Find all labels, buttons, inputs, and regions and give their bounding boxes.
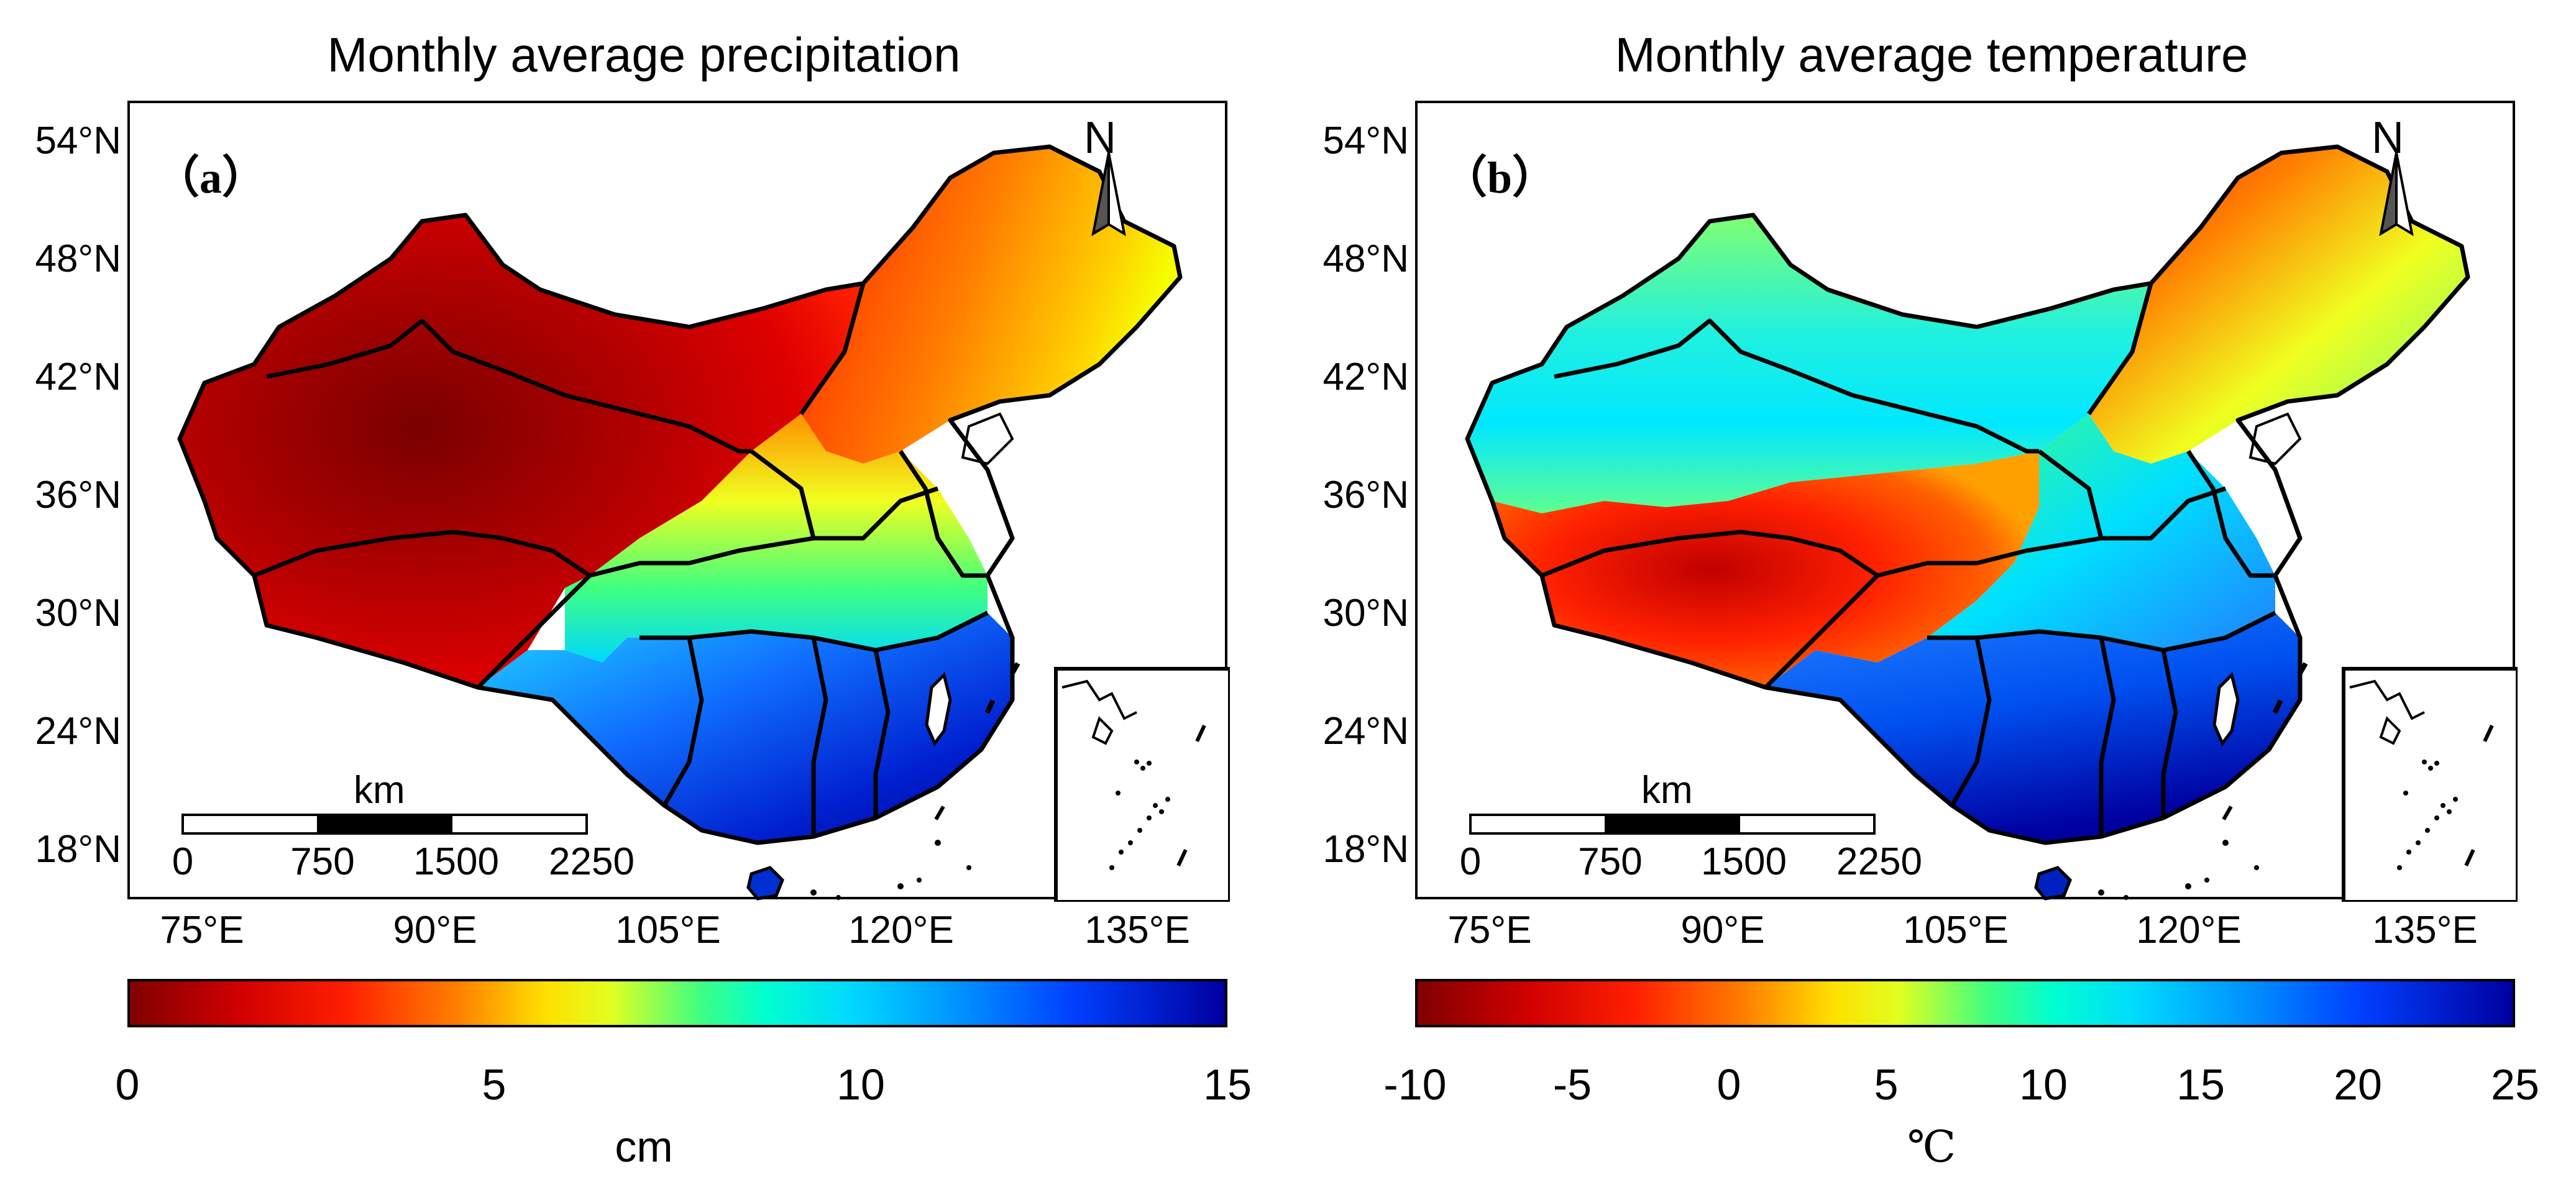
lat-tick-label: 30°N xyxy=(1322,592,1409,635)
lon-tick-label: 90°E xyxy=(393,909,477,952)
scale-tick-label: 1500 xyxy=(413,840,499,883)
lat-tick-label: 36°N xyxy=(35,474,121,516)
colorbar-tick-label: 15 xyxy=(2176,1060,2225,1109)
colorbar-tick-label: 10 xyxy=(837,1060,885,1109)
north-label: N xyxy=(2372,113,2404,163)
lat-tick-label: 30°N xyxy=(35,592,121,635)
colorbar-tick-label: 0 xyxy=(115,1060,140,1109)
lat-tick-label: 48°N xyxy=(1322,237,1409,280)
small-islands xyxy=(2098,662,2308,900)
scale-bar xyxy=(181,814,588,835)
china-precipitation-map xyxy=(177,144,1230,902)
north-arrow-icon xyxy=(2379,152,2414,237)
lon-tick-label: 135°E xyxy=(2372,909,2478,952)
map-frame: N （b） km 0 750 1500 2250 xyxy=(1415,101,2518,902)
region-tibetan-plateau xyxy=(1492,451,2039,687)
lat-tick-label: 42°N xyxy=(1322,356,1409,398)
lon-tick-label: 90°E xyxy=(1680,909,1765,952)
north-label: N xyxy=(1084,113,1116,163)
scale-unit: km xyxy=(1641,769,1693,812)
region-boundaries xyxy=(177,144,1183,845)
lat-tick-label: 24°N xyxy=(1322,710,1409,753)
panel-temperature: Monthly average temperature 54°N 48°N 42… xyxy=(1288,0,2575,1184)
region-boundaries xyxy=(1465,144,2470,845)
colorbar xyxy=(1415,979,2515,1027)
region-central xyxy=(565,414,988,663)
lat-tick-label: 18°N xyxy=(35,828,121,871)
lat-tick-label: 42°N xyxy=(35,356,121,398)
colorbar-tick-label: 5 xyxy=(1874,1060,1899,1109)
colorbar xyxy=(127,979,1227,1027)
scale-tick-label: 750 xyxy=(290,840,355,883)
region-northeast xyxy=(801,147,1180,464)
hainan-island xyxy=(2034,866,2072,901)
region-northwest xyxy=(1467,215,2151,513)
taiwan-island xyxy=(925,672,952,746)
lon-tick-label: 75°E xyxy=(160,909,244,952)
small-islands xyxy=(810,662,1020,900)
scale-bar xyxy=(1469,814,1876,835)
inset-south-china-sea xyxy=(1054,667,1230,902)
taiwan-island xyxy=(2212,672,2240,746)
lon-tick-label: 120°E xyxy=(848,909,954,952)
lat-tick-label: 54°N xyxy=(1322,119,1409,162)
scale-unit: km xyxy=(354,769,405,812)
lon-tick-label: 105°E xyxy=(615,909,721,952)
lat-tick-label: 54°N xyxy=(35,119,121,162)
region-northeast xyxy=(2089,147,2468,464)
panel-title: Monthly average temperature xyxy=(1615,27,2248,82)
scale-tick-label: 0 xyxy=(172,840,194,883)
scale-tick-label: 0 xyxy=(1459,840,1482,883)
lat-tick-label: 36°N xyxy=(1322,474,1409,516)
bohai-sea xyxy=(2248,412,2302,466)
map-frame: N （a） km 0 750 1500 2250 xyxy=(127,101,1230,902)
lon-tick-label: 120°E xyxy=(2136,909,2242,952)
scale-tick-label: 1500 xyxy=(1701,840,1787,883)
lon-tick-label: 75°E xyxy=(1447,909,1532,952)
lat-tick-label: 24°N xyxy=(35,710,121,753)
panel-precipitation: Monthly average precipitation 54°N 48°N … xyxy=(35,27,1252,1171)
lon-tick-label: 135°E xyxy=(1084,909,1190,952)
colorbar-tick-label: 0 xyxy=(1717,1060,1741,1109)
scale-tick-label: 2250 xyxy=(1836,840,1922,883)
bohai-sea xyxy=(961,412,1014,466)
colorbar-tick-label: -10 xyxy=(1383,1060,1447,1109)
panel-letter: （a） xyxy=(155,153,267,203)
colorbar-tick-label: -5 xyxy=(1552,1060,1592,1109)
panel-title: Monthly average precipitation xyxy=(327,27,961,82)
scale-tick-label: 750 xyxy=(1578,840,1643,883)
colorbar-tick-label: 25 xyxy=(2491,1060,2539,1109)
lon-tick-label: 105°E xyxy=(1903,909,2009,952)
inset-south-china-sea xyxy=(2342,667,2518,902)
colorbar-tick-label: 10 xyxy=(2019,1060,2068,1109)
colorbar-unit: ℃ xyxy=(1907,1121,1956,1172)
region-northwest-dry xyxy=(180,215,863,687)
scale-tick-label: 2250 xyxy=(549,840,635,883)
hainan-island xyxy=(746,866,784,901)
lat-tick-label: 18°N xyxy=(1322,828,1409,871)
panel-letter: （b） xyxy=(1442,153,1557,203)
north-arrow-icon xyxy=(1091,152,1126,237)
colorbar-tick-label: 5 xyxy=(482,1060,506,1109)
china-temperature-map xyxy=(1465,144,2518,902)
lat-tick-label: 48°N xyxy=(35,237,121,280)
colorbar-tick-label: 15 xyxy=(1203,1060,1252,1109)
colorbar-tick-label: 20 xyxy=(2334,1060,2382,1109)
colorbar-unit: cm xyxy=(615,1122,673,1171)
